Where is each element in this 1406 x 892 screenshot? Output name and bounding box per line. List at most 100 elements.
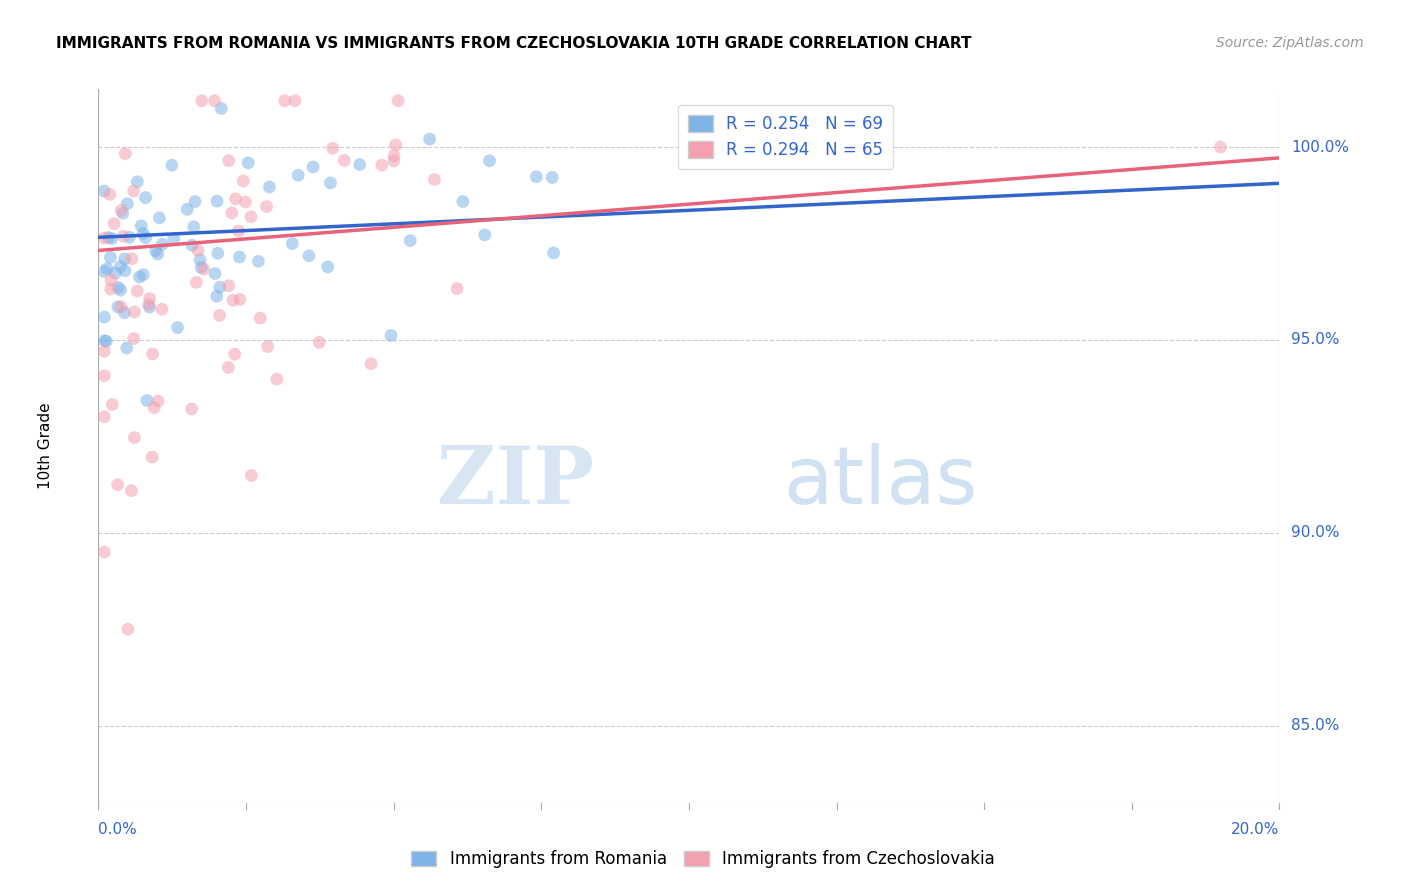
- Point: [114, 252, 136, 266]
- Point: [186, 276, 208, 290]
- Point: [360, 357, 382, 371]
- Point: [143, 401, 166, 415]
- Point: [93, 184, 115, 198]
- Point: [148, 211, 170, 225]
- Point: [110, 283, 132, 297]
- Point: [93, 334, 115, 348]
- Point: [380, 328, 402, 343]
- Text: IMMIGRANTS FROM ROMANIA VS IMMIGRANTS FROM CZECHOSLOVAKIA 10TH GRADE CORRELATION: IMMIGRANTS FROM ROMANIA VS IMMIGRANTS FR…: [56, 36, 972, 51]
- Point: [349, 157, 371, 171]
- Point: [273, 94, 295, 108]
- Point: [382, 153, 405, 168]
- Point: [188, 252, 211, 267]
- Point: [163, 232, 186, 246]
- Point: [117, 622, 139, 636]
- Point: [110, 260, 132, 274]
- Point: [107, 280, 129, 294]
- Point: [256, 339, 278, 353]
- Point: [132, 268, 155, 282]
- Point: [228, 250, 250, 264]
- Point: [399, 234, 422, 248]
- Point: [225, 192, 247, 206]
- Point: [93, 368, 115, 383]
- Legend: R = 0.254   N = 69, R = 0.294   N = 65: R = 0.254 N = 69, R = 0.294 N = 65: [678, 104, 893, 169]
- Point: [298, 249, 321, 263]
- Point: [150, 302, 173, 317]
- Point: [110, 300, 132, 314]
- Point: [114, 264, 136, 278]
- Point: [145, 244, 167, 258]
- Point: [93, 310, 115, 324]
- Point: [138, 300, 160, 314]
- Point: [100, 251, 122, 265]
- Point: [146, 394, 169, 409]
- Point: [208, 280, 231, 294]
- Point: [371, 158, 394, 172]
- Point: [138, 292, 160, 306]
- Point: [132, 227, 155, 241]
- Text: 0.0%: 0.0%: [98, 822, 138, 837]
- Point: [240, 468, 263, 483]
- Point: [142, 347, 165, 361]
- Point: [308, 335, 330, 350]
- Point: [208, 309, 231, 323]
- Point: [127, 175, 149, 189]
- Point: [166, 320, 188, 334]
- Point: [316, 260, 339, 274]
- Point: [451, 194, 474, 209]
- Point: [384, 138, 406, 153]
- Point: [187, 244, 209, 258]
- Point: [122, 184, 145, 198]
- Text: ZIP: ZIP: [437, 442, 595, 521]
- Point: [1209, 140, 1232, 154]
- Point: [121, 252, 143, 266]
- Point: [93, 264, 115, 278]
- Point: [115, 341, 138, 355]
- Point: [96, 261, 118, 276]
- Point: [207, 246, 229, 260]
- Text: 10th Grade: 10th Grade: [38, 402, 53, 490]
- Point: [136, 393, 159, 408]
- Point: [302, 160, 325, 174]
- Point: [111, 206, 134, 220]
- Point: [218, 278, 240, 293]
- Point: [141, 450, 163, 464]
- Point: [118, 230, 141, 244]
- Point: [217, 360, 239, 375]
- Point: [97, 230, 120, 244]
- Text: 85.0%: 85.0%: [1291, 718, 1340, 733]
- Point: [218, 153, 240, 168]
- Point: [387, 94, 409, 108]
- Point: [184, 194, 207, 209]
- Point: [191, 94, 214, 108]
- Point: [135, 191, 157, 205]
- Point: [183, 219, 205, 234]
- Point: [93, 545, 115, 559]
- Text: 20.0%: 20.0%: [1232, 822, 1279, 837]
- Point: [100, 282, 122, 296]
- Point: [322, 141, 344, 155]
- Point: [114, 146, 136, 161]
- Point: [284, 94, 307, 108]
- Point: [129, 219, 152, 233]
- Point: [101, 398, 124, 412]
- Point: [446, 282, 468, 296]
- Point: [128, 270, 150, 285]
- Point: [93, 231, 115, 245]
- Point: [124, 431, 146, 445]
- Point: [180, 402, 202, 417]
- Text: atlas: atlas: [783, 442, 977, 521]
- Point: [281, 236, 304, 251]
- Point: [93, 409, 115, 424]
- Point: [96, 334, 118, 349]
- Point: [256, 200, 278, 214]
- Point: [238, 156, 260, 170]
- Point: [419, 132, 441, 146]
- Point: [228, 224, 250, 238]
- Point: [266, 372, 288, 386]
- Point: [135, 230, 157, 244]
- Point: [333, 153, 356, 168]
- Point: [124, 305, 146, 319]
- Text: 100.0%: 100.0%: [1291, 139, 1350, 154]
- Point: [224, 347, 246, 361]
